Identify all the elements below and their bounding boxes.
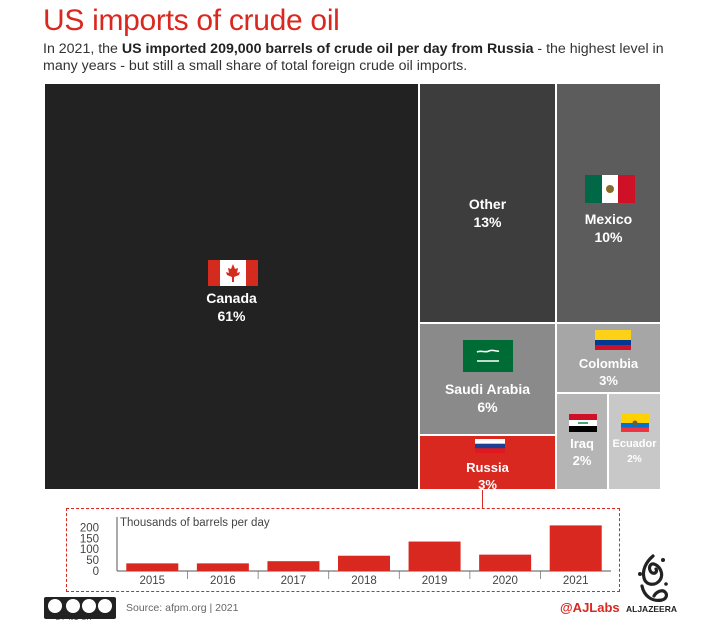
tile-name: Mexico (584, 211, 633, 227)
tile-value: 3% (599, 373, 618, 388)
tile-name: Russia (466, 460, 509, 475)
bar (338, 555, 390, 571)
tile-value: 13% (473, 214, 502, 230)
tile-russia: Russia 3% (419, 435, 556, 493)
tile-label-iraq: Iraq 2% (557, 435, 607, 469)
ecuador-flag-icon (621, 414, 649, 432)
bar (196, 563, 249, 571)
bar (479, 554, 532, 571)
page-title: US imports of crude oil (43, 4, 340, 37)
tile-iraq: Iraq 2% (556, 393, 608, 490)
tile-name: Colombia (578, 356, 639, 371)
colombia-flag-icon (595, 330, 631, 350)
tile-name: Ecuador (612, 438, 657, 450)
tile-name: Iraq (570, 436, 594, 451)
tile-mexico: Mexico 10% (556, 83, 661, 323)
x-tick-label: 2019 (422, 575, 448, 587)
tile-label-other: Other 13% (420, 195, 555, 231)
x-tick-label: 2018 (351, 575, 377, 587)
tile-label-canada: Canada 61% (45, 289, 418, 325)
tile-name: Saudi Arabia (444, 381, 531, 397)
tile-label-ecuador: Ecuador 2% (609, 437, 660, 467)
tile-value: 3% (478, 477, 497, 492)
y-tick-label: 0 (93, 566, 99, 578)
license-text: BY NC SA (56, 616, 92, 622)
y-tick-label: 100 (80, 544, 99, 556)
tile-colombia: Colombia 3% (556, 323, 661, 393)
cc-license-badge (44, 597, 116, 619)
aljazeera-brand: ALJAZEERA (626, 604, 678, 614)
bar (549, 525, 602, 571)
y-tick-label: 50 (86, 555, 99, 567)
tile-saudi-arabia: Saudi Arabia 6% (419, 323, 556, 435)
tile-label-russia: Russia 3% (420, 459, 555, 493)
bar (267, 561, 320, 571)
x-tick-label: 2020 (492, 575, 518, 587)
y-tick-label: 200 (80, 522, 99, 534)
tile-value: 6% (477, 399, 498, 415)
tile-name: Canada (206, 290, 257, 306)
by-icon (66, 599, 80, 613)
x-tick-label: 2021 (563, 575, 589, 587)
russia-connector-line (482, 490, 483, 508)
tile-other: Other 13% (419, 83, 556, 323)
tile-ecuador: Ecuador 2% (608, 393, 661, 490)
bar-chart-box: 0 50 100 150 200 Thousands of barrels per day… (66, 508, 620, 592)
tile-name: Other (468, 196, 507, 212)
tile-label-mexico: Mexico 10% (557, 210, 660, 246)
bar (408, 541, 461, 571)
russia-flag-icon (475, 439, 505, 453)
nc-icon (82, 599, 96, 613)
mexico-flag-icon (585, 175, 635, 203)
x-tick-label: 2015 (139, 575, 165, 587)
bar (126, 563, 179, 571)
y-tick-label: 150 (80, 533, 99, 545)
aljazeera-logo-icon (638, 554, 669, 602)
cc-icon (48, 599, 62, 613)
ajlabs-handle: @AJLabs (560, 600, 620, 615)
tile-value: 61% (217, 308, 246, 324)
tile-label-colombia: Colombia 3% (557, 355, 660, 389)
canada-flag-icon (208, 260, 258, 286)
tile-canada: Canada 61% (44, 83, 419, 490)
iraq-flag-icon (569, 414, 597, 432)
source-note: Source: afpm.org | 2021 (126, 602, 239, 614)
saudi-flag-icon (463, 340, 513, 372)
tile-value: 2% (627, 454, 642, 465)
subtitle: In 2021, the US imported 209,000 barrels… (43, 41, 664, 74)
tile-value: 10% (594, 229, 623, 245)
x-tick-label: 2017 (281, 575, 307, 587)
tile-label-saudi-arabia: Saudi Arabia 6% (420, 380, 555, 416)
y-axis-label: Thousands of barrels per day (120, 517, 270, 529)
sa-icon (98, 599, 112, 613)
tile-value: 2% (572, 453, 592, 468)
x-tick-label: 2016 (210, 575, 236, 587)
